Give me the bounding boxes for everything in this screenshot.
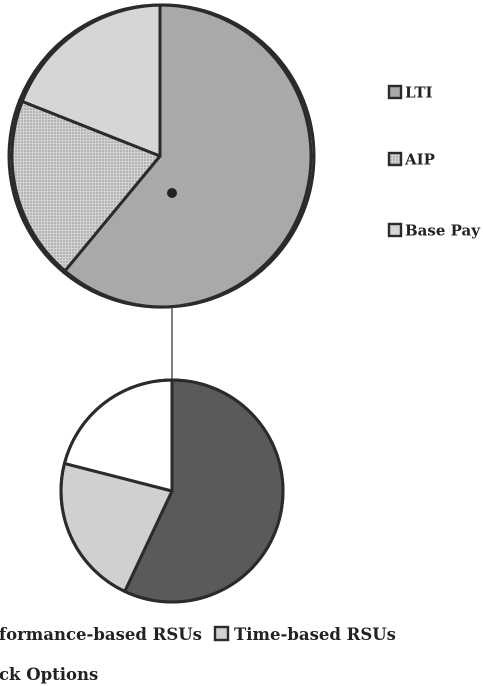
- legend-item-lti: LTI: [387, 84, 433, 102]
- legend-bottom: formance-based RSUs Time-based RSUs ck O…: [0, 625, 396, 684]
- pie-outline: [10, 3, 316, 309]
- pie-slice-aip: [7, 98, 162, 274]
- pie-center-dot: [167, 188, 177, 198]
- legend-label-stock-options: ck Options: [0, 665, 98, 684]
- bottom-pie-chart: [59, 378, 285, 604]
- legend-item-base-pay: Base Pay: [387, 222, 481, 240]
- legend-label-base-pay: Base Pay: [405, 222, 481, 240]
- legend-swatch-lti: [387, 84, 403, 100]
- legend-label-aip: AIP: [404, 151, 435, 169]
- legend-swatch-time-rsus: [213, 625, 230, 642]
- legend-swatch-base-pay: [387, 222, 403, 238]
- legend-label-time-rsus: Time-based RSUs: [234, 625, 396, 644]
- pie-outline: [59, 378, 285, 604]
- legend-label-lti: LTI: [405, 84, 433, 102]
- legend-label-performance-rsus: formance-based RSUs: [0, 625, 202, 644]
- top-pie-chart: [7, 3, 316, 309]
- legend-item-aip: AIP: [387, 151, 435, 169]
- legend-right: LTI AIP Base Pay: [387, 84, 481, 240]
- legend-swatch-aip: [387, 151, 403, 167]
